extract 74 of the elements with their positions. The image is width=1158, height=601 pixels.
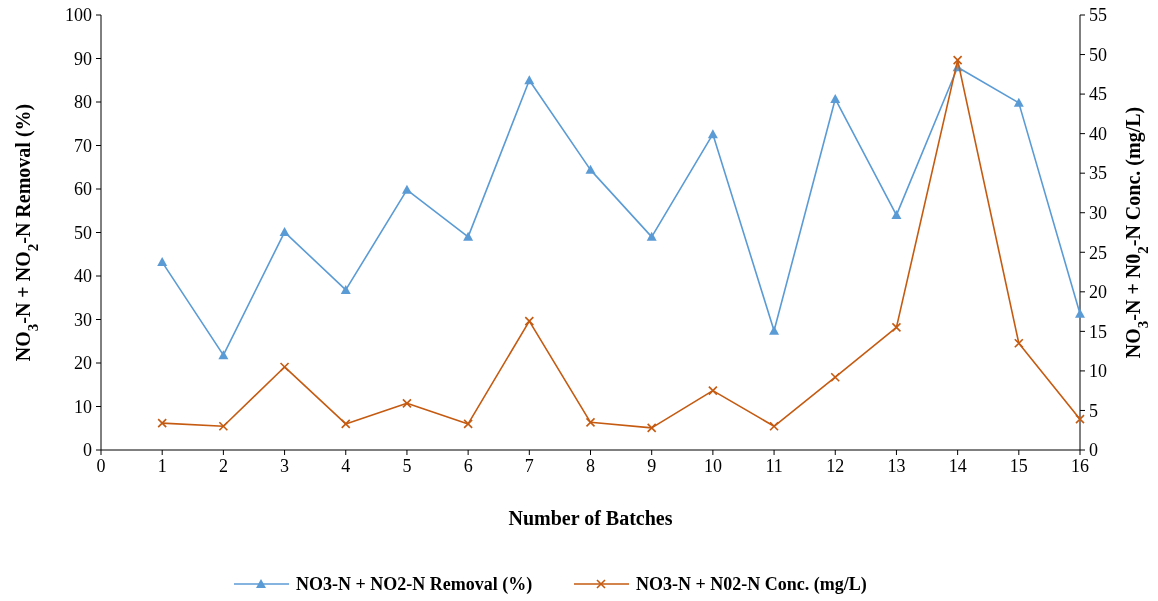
point xyxy=(340,284,351,294)
x-tick-label: 7 xyxy=(524,456,534,476)
point xyxy=(1014,338,1024,349)
y-tick-label: 10 xyxy=(74,396,92,417)
x-tick-label: 0 xyxy=(96,456,106,476)
point xyxy=(1075,308,1085,318)
point xyxy=(463,419,473,429)
y-tick-label: 20 xyxy=(74,353,92,374)
x-tick-label: 4 xyxy=(341,456,351,476)
point xyxy=(218,350,229,360)
x-tick-label: 5 xyxy=(402,456,412,476)
y2-tick-label: 45 xyxy=(1089,84,1107,105)
point xyxy=(157,257,168,267)
y-tick-label: 50 xyxy=(74,222,92,243)
y-tick-label: 100 xyxy=(65,5,92,26)
point xyxy=(952,55,963,65)
legend-label: NO3-N + N02-N Conc. (mg/L) xyxy=(636,574,867,596)
y-tick-label: 40 xyxy=(74,266,92,287)
legend-label: NO3-N + NO2-N Removal (%) xyxy=(296,574,533,596)
x-tick-label: 12 xyxy=(826,456,845,476)
point xyxy=(585,417,596,428)
x-axis-title: Number of Batches xyxy=(508,507,673,529)
x-tick-label: 11 xyxy=(765,456,783,476)
point xyxy=(1075,414,1085,424)
point xyxy=(463,231,474,241)
point xyxy=(830,93,841,103)
point xyxy=(218,421,229,432)
y-tick-label: 90 xyxy=(74,48,92,69)
x-tick-label: 15 xyxy=(1009,456,1028,476)
point xyxy=(524,316,535,326)
y-tick-label: 0 xyxy=(83,440,92,461)
point xyxy=(279,227,290,237)
point xyxy=(769,421,779,432)
point xyxy=(891,210,902,220)
y2-tick-label: 25 xyxy=(1089,242,1107,263)
x-tick-label: 1 xyxy=(157,456,167,476)
point xyxy=(402,398,412,409)
point xyxy=(830,372,841,383)
y2-tick-label: 5 xyxy=(1089,400,1098,421)
y2-tick-label: 30 xyxy=(1089,203,1107,224)
y2-tick-label: 50 xyxy=(1089,44,1107,65)
point xyxy=(769,325,780,335)
x-tick-label: 6 xyxy=(463,456,473,476)
point xyxy=(585,164,596,174)
y-tick-label: 70 xyxy=(74,135,92,156)
point xyxy=(401,184,412,194)
x-tick-label: 2 xyxy=(218,456,228,476)
point xyxy=(891,322,902,333)
y-tick-label: 80 xyxy=(74,92,92,113)
y2-tick-label: 20 xyxy=(1089,282,1107,303)
point xyxy=(707,129,718,139)
y2-tick-label: 10 xyxy=(1089,361,1107,382)
x-tick-label: 16 xyxy=(1071,456,1089,476)
y2-tick-label: 35 xyxy=(1089,163,1107,184)
x-tick-label: 10 xyxy=(703,456,722,476)
y2-tick-label: 15 xyxy=(1089,321,1107,342)
x-tick-label: 13 xyxy=(887,456,906,476)
y2-tick-label: 40 xyxy=(1089,123,1107,144)
x-tick-label: 8 xyxy=(586,456,595,476)
x-tick-label: 3 xyxy=(280,456,290,476)
y-tick-label: 60 xyxy=(74,179,92,200)
point xyxy=(646,231,657,241)
point xyxy=(524,75,535,85)
point xyxy=(340,419,351,429)
y-tick-label: 30 xyxy=(74,309,92,330)
point xyxy=(279,362,290,372)
y2-tick-label: 0 xyxy=(1089,440,1098,461)
point xyxy=(708,385,718,396)
x-tick-label: 14 xyxy=(948,456,967,476)
y2-tick-label: 55 xyxy=(1089,5,1107,26)
x-tick-label: 9 xyxy=(647,456,657,476)
point xyxy=(1013,97,1024,107)
point xyxy=(157,418,167,428)
point xyxy=(646,423,657,433)
